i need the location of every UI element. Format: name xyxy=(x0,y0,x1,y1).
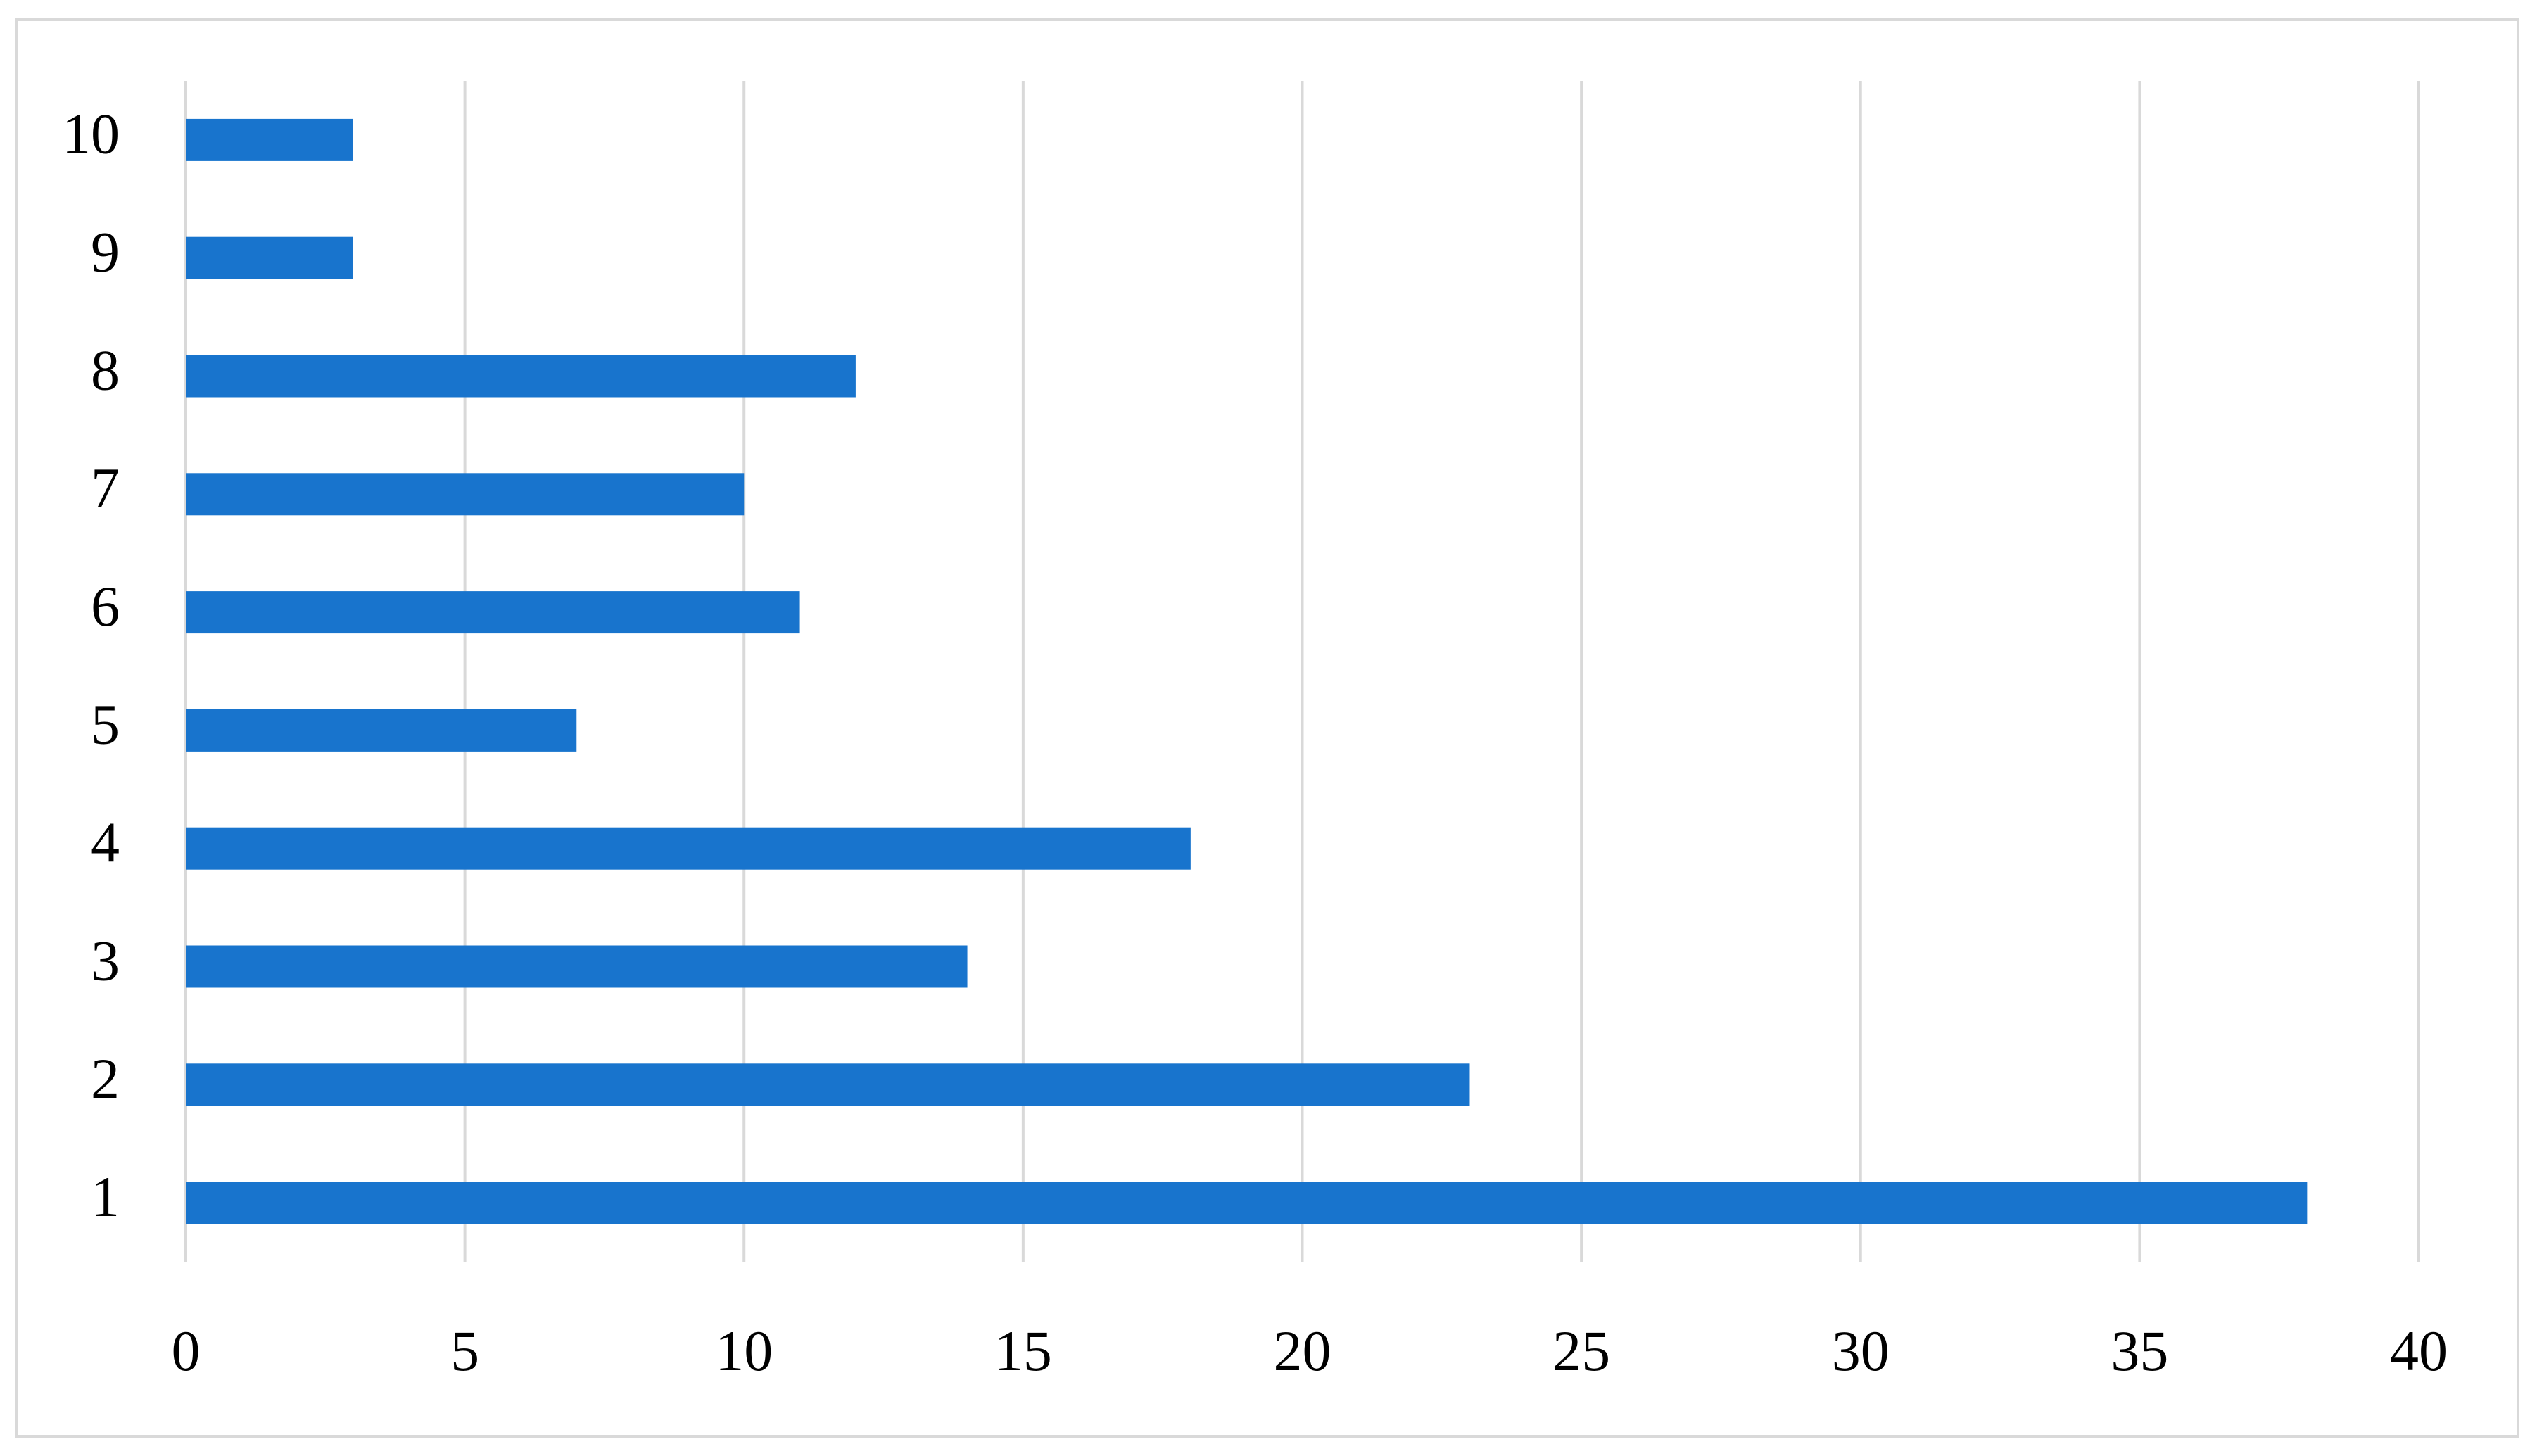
bar xyxy=(186,945,968,988)
y-tick-label: 8 xyxy=(91,338,120,402)
x-tick-label: 40 xyxy=(2390,1319,2448,1383)
x-tick-label: 10 xyxy=(715,1319,773,1383)
y-tick-label: 5 xyxy=(91,692,120,757)
x-tick-label: 25 xyxy=(1552,1319,1610,1383)
bar xyxy=(186,1182,2308,1224)
bar xyxy=(186,1063,1470,1106)
bar xyxy=(186,591,800,634)
x-tick-label: 20 xyxy=(1274,1319,1331,1383)
x-tick-label: 0 xyxy=(172,1319,201,1383)
y-tick-label: 7 xyxy=(91,456,120,520)
y-tick-label: 3 xyxy=(91,928,120,992)
y-tick-label: 6 xyxy=(91,574,120,638)
x-tick-label: 35 xyxy=(2111,1319,2168,1383)
y-tick-label: 9 xyxy=(91,220,120,284)
y-tick-label: 2 xyxy=(91,1046,120,1110)
bar xyxy=(186,473,745,516)
y-tick-label: 1 xyxy=(91,1165,120,1229)
y-tick-label: 10 xyxy=(62,102,120,166)
y-tick-label: 4 xyxy=(91,811,120,875)
x-tick-label: 5 xyxy=(450,1319,479,1383)
bar xyxy=(186,118,353,161)
bar xyxy=(186,709,577,752)
bar xyxy=(186,355,856,398)
x-tick-label: 30 xyxy=(1832,1319,1890,1383)
bar xyxy=(186,236,353,279)
bar xyxy=(186,827,1191,870)
x-tick-label: 15 xyxy=(994,1319,1052,1383)
